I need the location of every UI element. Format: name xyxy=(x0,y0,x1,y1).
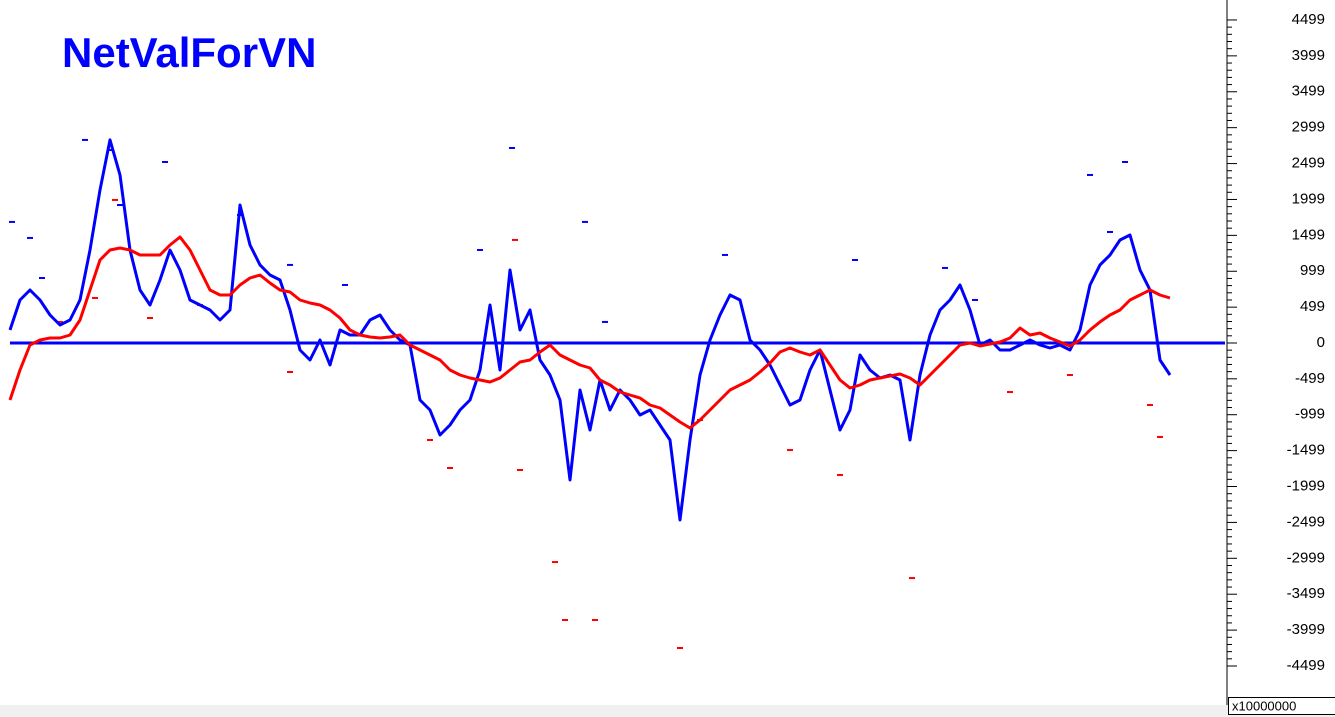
y-tick-label: 1499 xyxy=(1292,226,1325,243)
y-tick-label: 2999 xyxy=(1292,119,1325,136)
unit-box: x10000000 xyxy=(1228,697,1335,715)
unit-frame xyxy=(1228,697,1335,715)
y-tick-label: -499 xyxy=(1295,370,1325,387)
y-tick-label: -1499 xyxy=(1287,442,1325,459)
y-tick-label: 999 xyxy=(1300,262,1325,279)
y-tick-label: -3499 xyxy=(1287,585,1325,602)
series-line xyxy=(8,235,1171,430)
y-tick-label: 1999 xyxy=(1292,190,1325,207)
y-tick-label: -1999 xyxy=(1287,477,1325,494)
series-line xyxy=(8,138,1172,522)
chart-title: NetValForVN xyxy=(62,29,316,76)
y-tick-label: 4499 xyxy=(1292,11,1325,28)
y-tick-label: -4499 xyxy=(1287,657,1325,674)
y-tick-label: -3999 xyxy=(1287,621,1325,638)
y-tick-label: 0 xyxy=(1317,334,1325,351)
y-tick-label: -2999 xyxy=(1287,549,1325,566)
y-tick-label: -2499 xyxy=(1287,513,1325,530)
y-tick-label: 3999 xyxy=(1292,47,1325,64)
y-tick-label: 2499 xyxy=(1292,155,1325,172)
y-tick-label: -999 xyxy=(1295,406,1325,423)
y-tick-label: 3499 xyxy=(1292,83,1325,100)
y-tick-label: 499 xyxy=(1300,298,1325,315)
status-strip xyxy=(0,705,1335,717)
y-unit-label: x10000000 xyxy=(1232,698,1296,713)
